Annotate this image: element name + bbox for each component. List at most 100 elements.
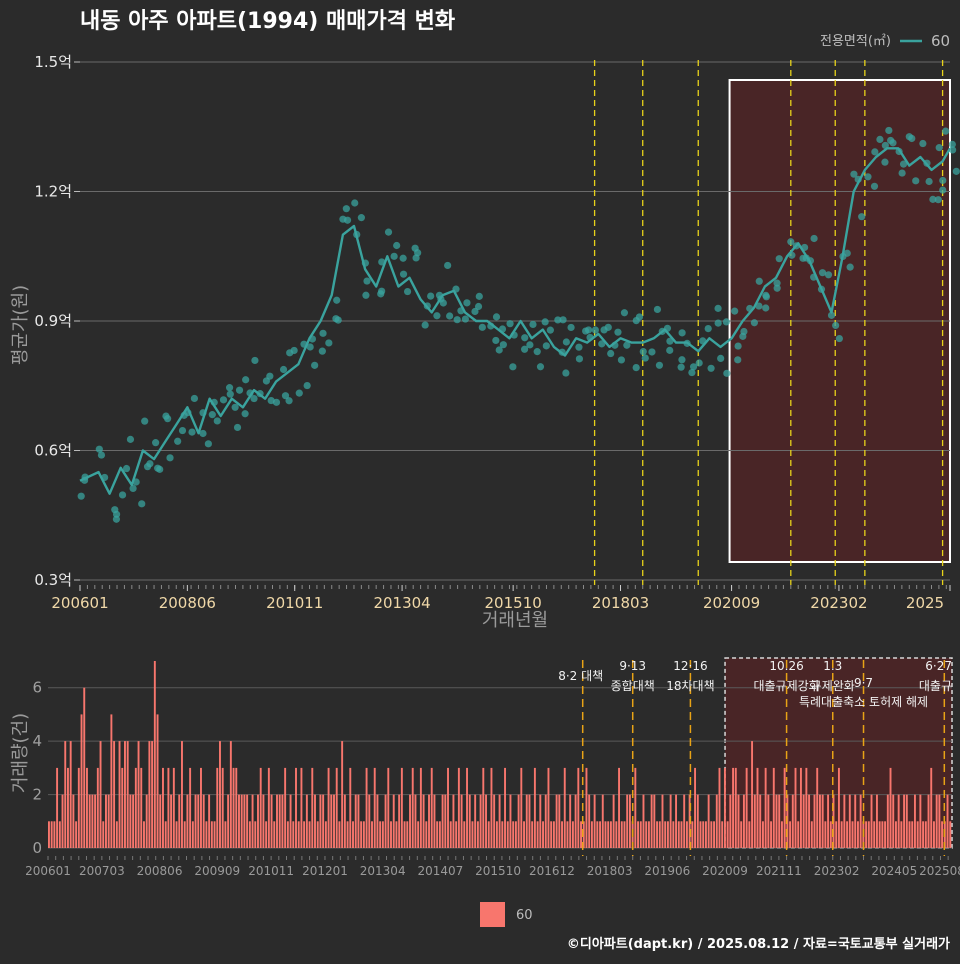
volume-bar (113, 741, 116, 848)
volume-bar (580, 821, 582, 848)
volume-bar (721, 821, 724, 848)
volume-bar (908, 821, 911, 848)
volume-bar (810, 821, 813, 848)
volume-bar (425, 821, 428, 848)
volume-bar (715, 794, 718, 848)
volume-x-tick-label: 202009 (702, 864, 748, 878)
data-point (925, 177, 933, 186)
data-point (632, 316, 640, 325)
volume-bar (748, 821, 751, 848)
volume-bar (83, 687, 86, 848)
volume-bar (710, 821, 713, 848)
volume-bar (409, 794, 411, 848)
volume-bar (468, 794, 471, 848)
volume-bar (941, 821, 944, 848)
policy-event-sublabel: 18차대책 (666, 678, 714, 693)
data-point (623, 341, 631, 349)
data-point (208, 411, 216, 419)
data-point (279, 365, 288, 374)
data-point (152, 439, 160, 447)
data-point (575, 343, 583, 351)
volume-bar (346, 821, 349, 848)
volume-bar (96, 767, 99, 848)
data-point (677, 363, 685, 371)
volume-bar (770, 821, 773, 848)
y-tick-label: 1.5억 (34, 53, 72, 71)
volume-x-tick-label: 201011 (248, 864, 294, 878)
volume-bar (517, 794, 520, 848)
data-point (695, 359, 703, 367)
volume-bar (875, 794, 878, 848)
volume-bar (360, 821, 363, 848)
series-line-60 (79, 147, 952, 495)
data-point (475, 292, 483, 300)
volume-bar (219, 741, 221, 848)
volume-bar (544, 794, 547, 848)
volume-bar (677, 821, 680, 848)
data-point (219, 396, 228, 404)
volume-bar (620, 821, 623, 848)
volume-bar (384, 794, 387, 848)
data-point (929, 195, 937, 203)
data-point (311, 361, 319, 369)
data-point (332, 315, 340, 323)
data-point (533, 348, 541, 356)
price-panel: 0.3억 0.6억 0.9억 1.2억 1.5억 200601 200806 201011 20… (34, 53, 960, 612)
volume-x-tick-label: 201612 (529, 864, 575, 878)
volume-bar (794, 767, 797, 848)
volume-bar (555, 794, 558, 848)
data-point (178, 426, 187, 435)
data-point (421, 321, 429, 329)
volume-bar (949, 821, 952, 848)
volume-bar (946, 794, 949, 848)
data-point (399, 254, 407, 262)
volume-bar (802, 794, 805, 848)
data-point (678, 356, 686, 364)
data-point (439, 299, 447, 307)
volume-bar (726, 821, 729, 848)
volume-bar (72, 794, 75, 848)
volume-bar (455, 821, 458, 848)
data-point (471, 307, 479, 316)
volume-bar (69, 741, 72, 848)
data-point (948, 140, 956, 148)
volume-bar (881, 821, 884, 848)
volume-bar (791, 794, 794, 848)
volume-bar (243, 794, 246, 848)
volume-bar (612, 794, 615, 848)
volume-bar (91, 794, 94, 848)
volume-bar (552, 821, 555, 848)
data-point (242, 376, 250, 384)
volume-bar (132, 794, 135, 848)
volume-bar (257, 794, 259, 848)
data-point (881, 158, 889, 166)
volume-bar (411, 767, 414, 848)
legend-title: 전용면적(㎡) (820, 34, 891, 49)
volume-bar (867, 821, 870, 848)
x-tick-label: 201803 (592, 594, 649, 612)
volume-y-tick-label: 4 (32, 732, 42, 750)
volume-bar (718, 767, 721, 848)
volume-bar (153, 661, 156, 848)
policy-event-sublabel: 특례대출축소 토허제 해제 (799, 695, 928, 709)
volume-bar (428, 794, 430, 848)
volume-bar (680, 821, 683, 848)
volume-bar (115, 821, 118, 848)
volume-x-tick-label: 201304 (360, 864, 406, 878)
data-point (885, 126, 893, 135)
volume-bar (246, 794, 249, 848)
y-tick-label: 0.3억 (34, 571, 72, 589)
data-point (755, 302, 763, 310)
volume-x-tick-label: 201803 (587, 864, 633, 878)
volume-bar (528, 794, 531, 848)
volume-bar (685, 821, 688, 848)
volume-bar (506, 821, 509, 848)
policy-event-label: 9·13 (619, 659, 646, 673)
data-point (584, 326, 593, 334)
data-point (762, 304, 770, 312)
volume-bar (894, 821, 897, 848)
volume-bar (341, 741, 344, 848)
volume-bar (851, 821, 854, 848)
volume-bar (178, 794, 181, 848)
